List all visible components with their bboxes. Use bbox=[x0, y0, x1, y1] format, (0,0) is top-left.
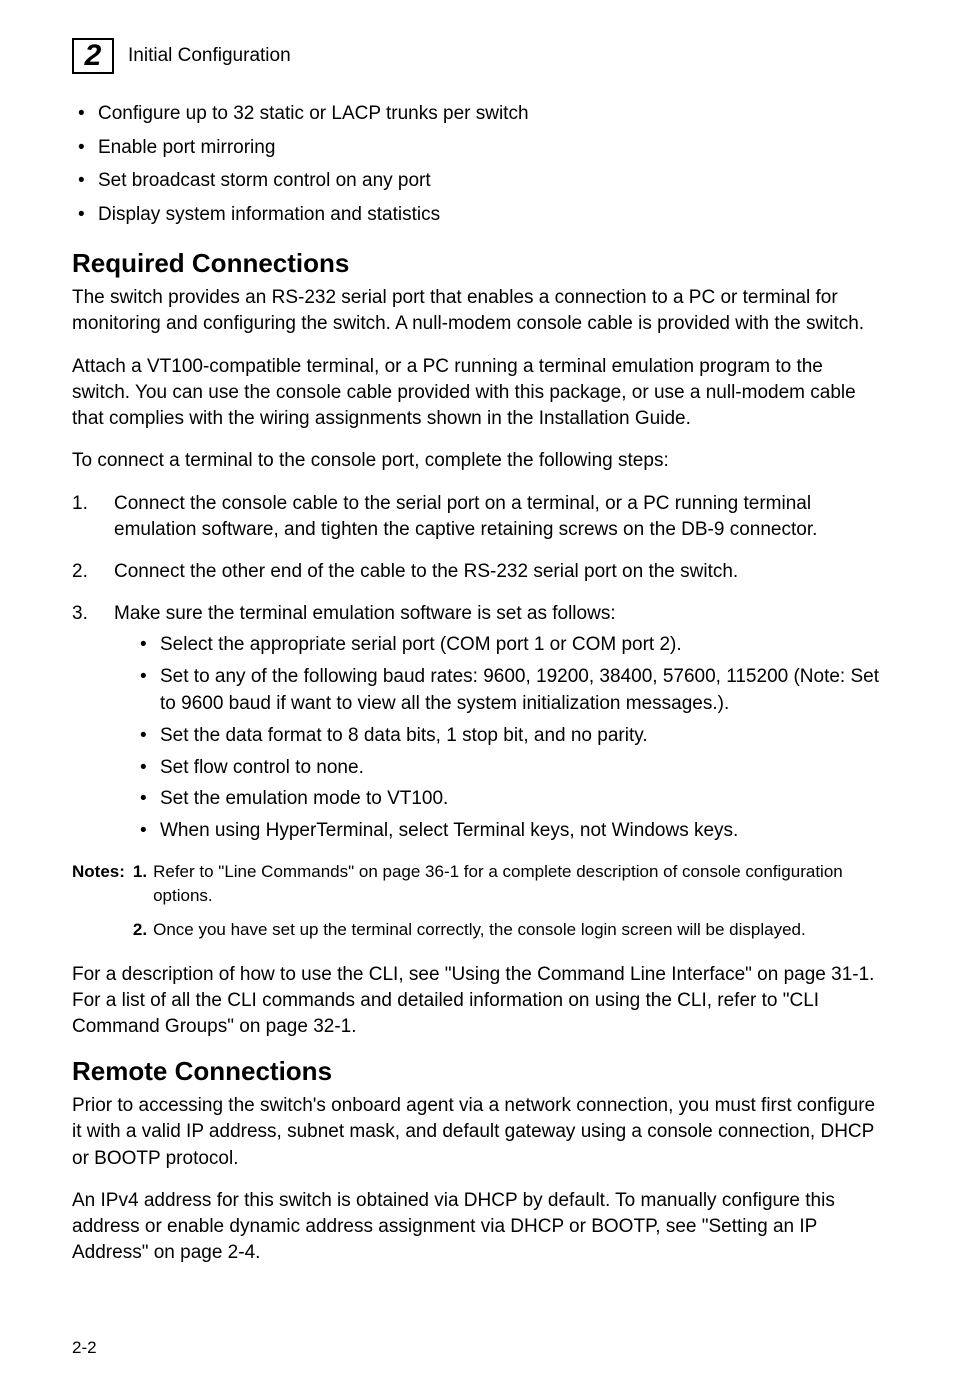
note-number: 1. bbox=[133, 860, 147, 908]
step-item: 2. Connect the other end of the cable to… bbox=[72, 559, 882, 585]
steps-list: 1. Connect the console cable to the seri… bbox=[72, 491, 882, 845]
step-number: 2. bbox=[72, 559, 106, 585]
notes-block: Notes: 1. Refer to "Line Commands" on pa… bbox=[72, 860, 882, 951]
bullet-item: Set to any of the following baud rates: … bbox=[138, 663, 882, 718]
note-row: 2. Once you have set up the terminal cor… bbox=[133, 918, 882, 942]
paragraph: The switch provides an RS-232 serial por… bbox=[72, 285, 882, 337]
bullet-item: Display system information and statistic… bbox=[76, 201, 882, 229]
paragraph: An IPv4 address for this switch is obtai… bbox=[72, 1188, 882, 1267]
note-text: Once you have set up the terminal correc… bbox=[153, 918, 882, 942]
notes-items: 1. Refer to "Line Commands" on page 36-1… bbox=[133, 860, 882, 951]
chapter-number-badge: 2 bbox=[72, 38, 114, 74]
bullet-item: Set flow control to none. bbox=[138, 754, 882, 782]
bullet-item: Select the appropriate serial port (COM … bbox=[138, 631, 882, 659]
step-text: Connect the console cable to the serial … bbox=[114, 493, 817, 540]
step-item: 1. Connect the console cable to the seri… bbox=[72, 491, 882, 543]
bullet-item: When using HyperTerminal, select Termina… bbox=[138, 817, 882, 845]
paragraph: For a description of how to use the CLI,… bbox=[72, 962, 882, 1041]
step-number: 3. bbox=[72, 601, 106, 627]
intro-bullet-list: Configure up to 32 static or LACP trunks… bbox=[72, 100, 882, 228]
bullet-item: Set the data format to 8 data bits, 1 st… bbox=[138, 722, 882, 750]
step-text: Make sure the terminal emulation softwar… bbox=[114, 603, 616, 624]
notes-label: Notes: bbox=[72, 860, 125, 951]
page-number: 2-2 bbox=[72, 1338, 97, 1358]
step-item: 3. Make sure the terminal emulation soft… bbox=[72, 601, 882, 844]
remote-connections-heading: Remote Connections bbox=[72, 1056, 882, 1087]
paragraph: Prior to accessing the switch's onboard … bbox=[72, 1093, 882, 1172]
chapter-title: Initial Configuration bbox=[128, 45, 291, 67]
note-text: Refer to "Line Commands" on page 36-1 fo… bbox=[153, 860, 882, 908]
required-connections-heading: Required Connections bbox=[72, 248, 882, 279]
note-number: 2. bbox=[133, 918, 147, 942]
paragraph: To connect a terminal to the console por… bbox=[72, 448, 882, 474]
chapter-header: 2 Initial Configuration bbox=[72, 38, 882, 74]
bullet-item: Set the emulation mode to VT100. bbox=[138, 785, 882, 813]
step-text: Connect the other end of the cable to th… bbox=[114, 561, 738, 582]
bullet-item: Enable port mirroring bbox=[76, 134, 882, 162]
bullet-item: Configure up to 32 static or LACP trunks… bbox=[76, 100, 882, 128]
step-number: 1. bbox=[72, 491, 106, 517]
paragraph: Attach a VT100-compatible terminal, or a… bbox=[72, 354, 882, 433]
note-row: 1. Refer to "Line Commands" on page 36-1… bbox=[133, 860, 882, 908]
bullet-item: Set broadcast storm control on any port bbox=[76, 167, 882, 195]
page: 2 Initial Configuration Configure up to … bbox=[0, 0, 954, 1388]
step-sub-bullets: Select the appropriate serial port (COM … bbox=[134, 631, 882, 844]
